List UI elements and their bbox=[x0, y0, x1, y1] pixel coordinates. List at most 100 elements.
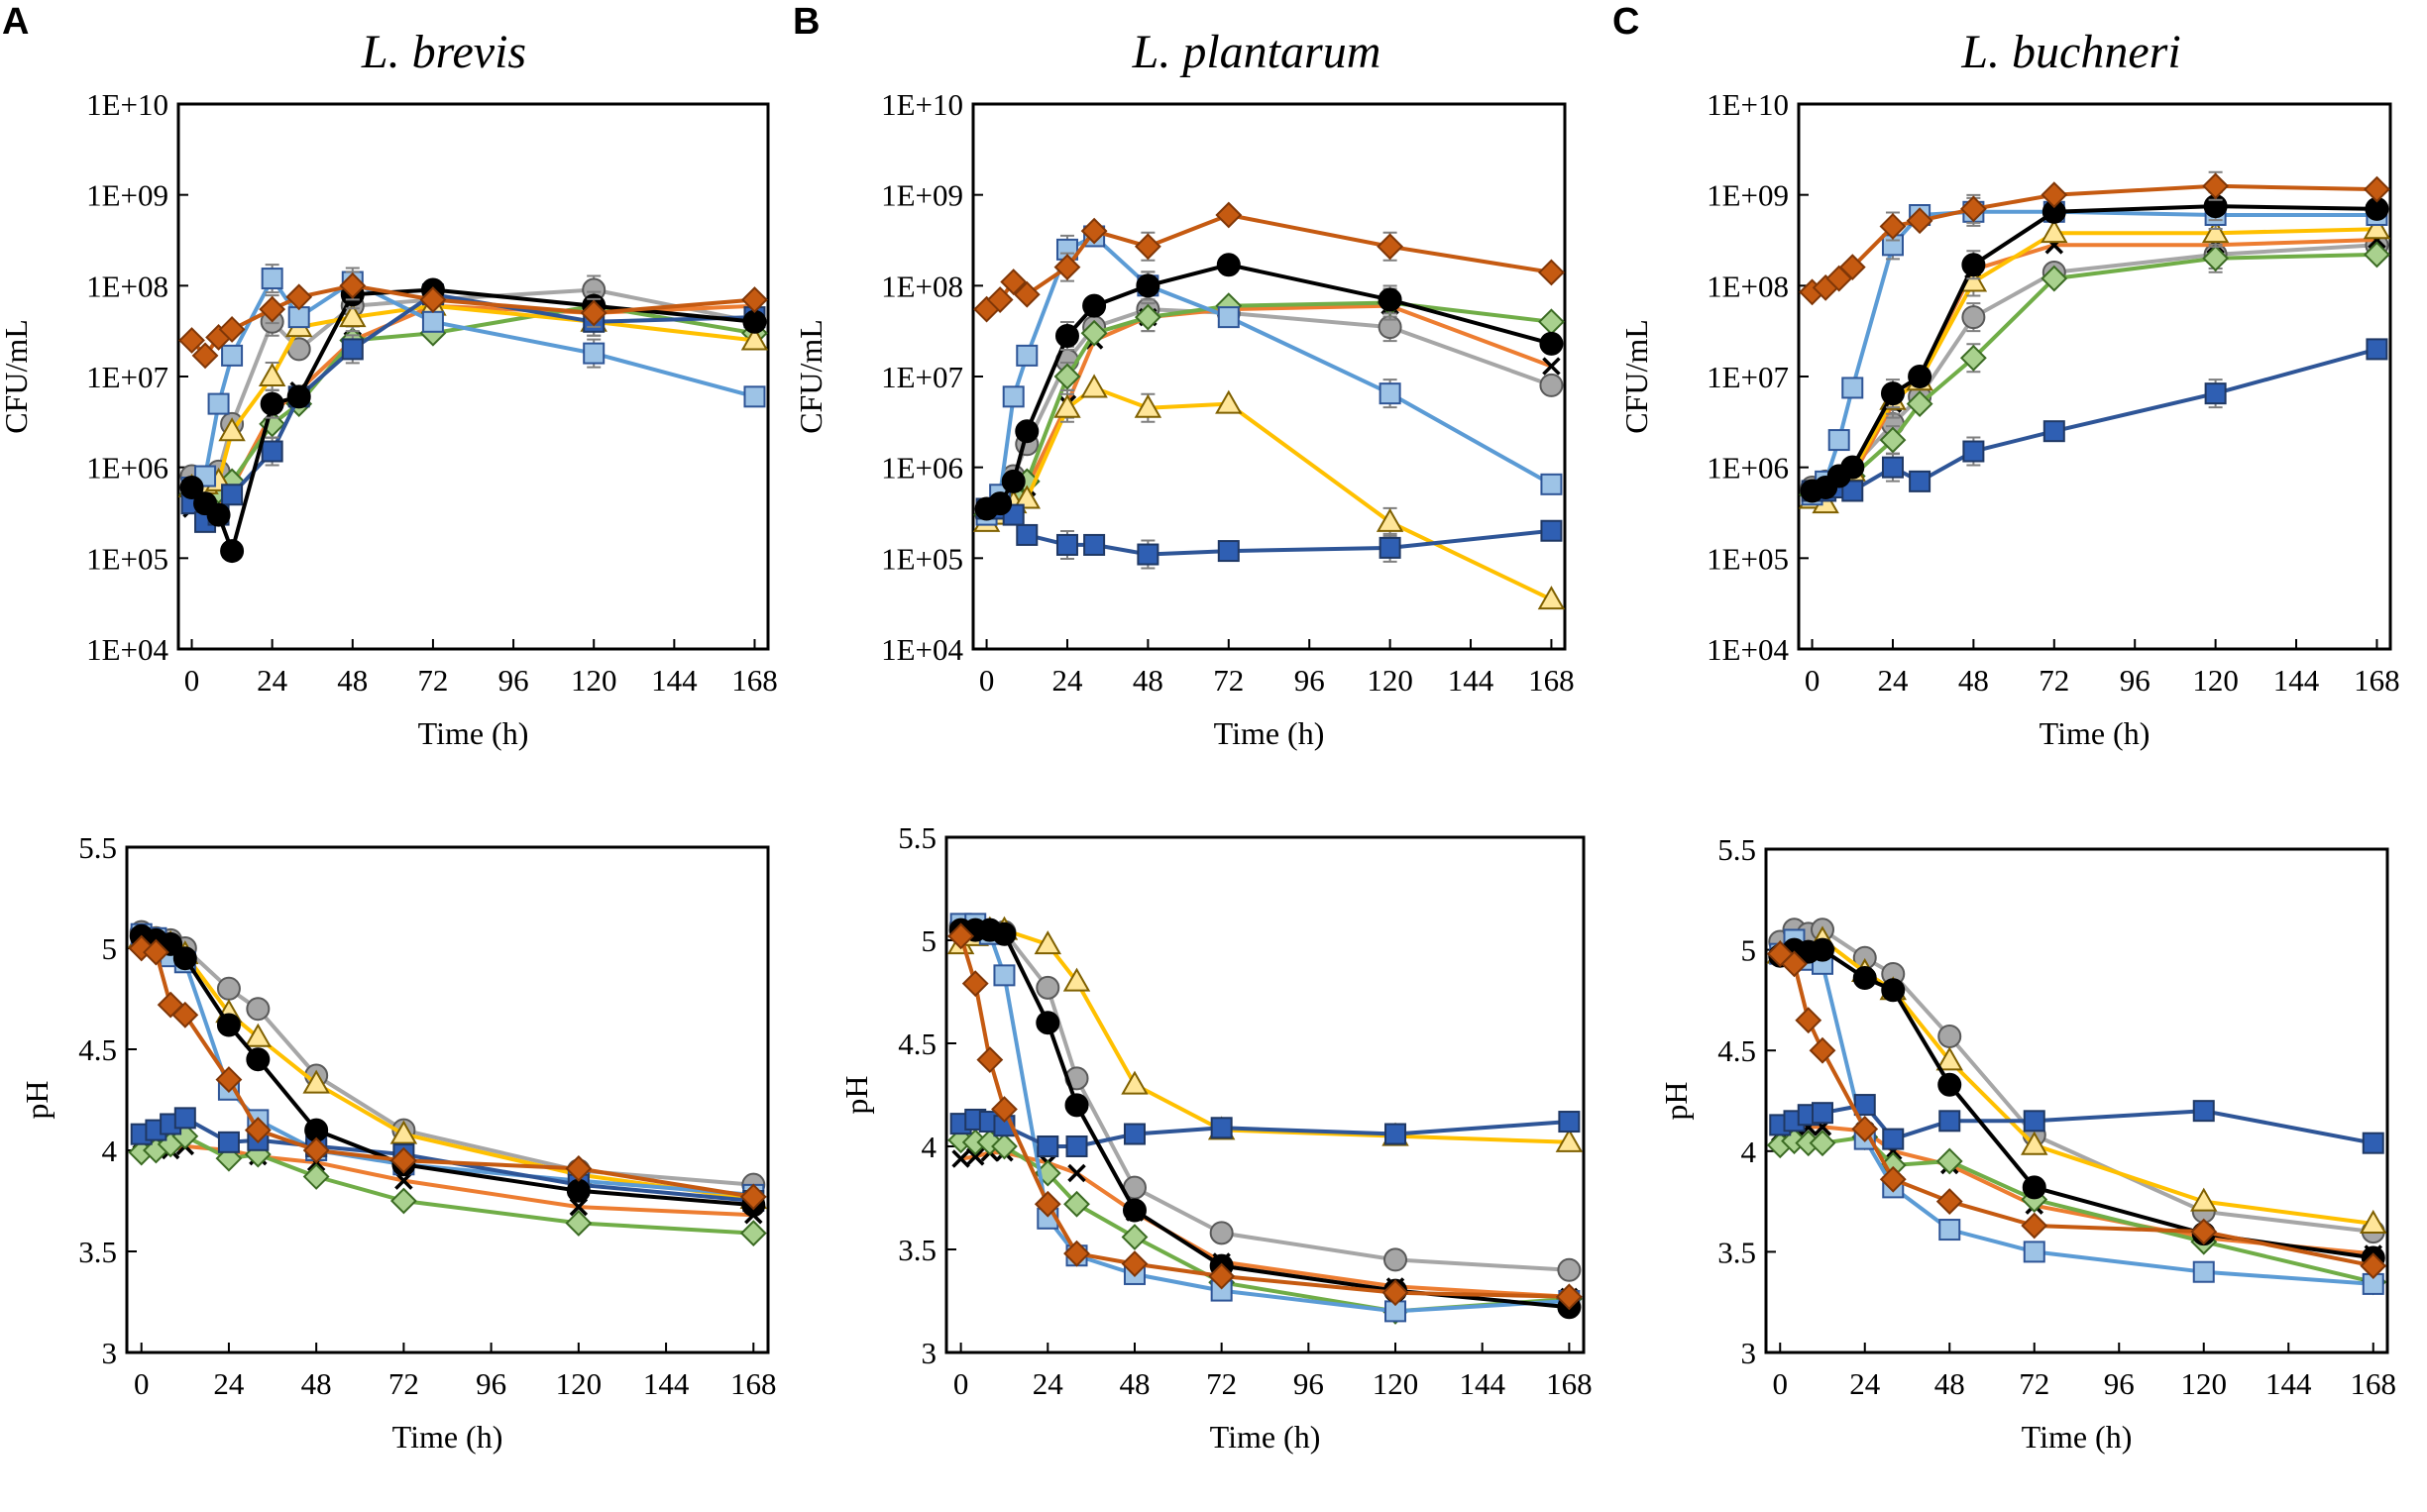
y-axis-label: CFU/mL bbox=[1618, 319, 1654, 434]
data-point-dark_blue bbox=[1037, 1135, 1059, 1157]
data-point-yellow bbox=[302, 1069, 330, 1094]
data-point-black bbox=[566, 1178, 591, 1203]
chart-title: L. brevis bbox=[361, 26, 526, 78]
chart-title: L. buchneri bbox=[1960, 26, 2180, 78]
data-point-light_blue bbox=[421, 310, 444, 333]
data-point-yellow bbox=[1034, 930, 1062, 955]
y-tick-label: 3.5 bbox=[78, 1235, 117, 1269]
panel-c-letter: C bbox=[1612, 1, 1639, 43]
x-tick-label: 120 bbox=[556, 1366, 603, 1401]
data-point-yellow bbox=[1935, 1046, 1963, 1071]
x-axis-label: Time (h) bbox=[2022, 1419, 2133, 1455]
chart-B-cfu: L. plantarum 0 24 48 72 96 120 144 168 1E+04 1E+05… bbox=[793, 26, 1575, 751]
data-point-brown bbox=[1208, 1262, 1236, 1290]
data-point-brown bbox=[419, 286, 447, 313]
x-tick-label: 0 bbox=[979, 663, 995, 698]
x-tick-label: 48 bbox=[1119, 1366, 1150, 1401]
data-point-green bbox=[1538, 308, 1565, 336]
data-point-yellow bbox=[389, 1120, 418, 1144]
data-point-gray bbox=[1383, 1247, 1408, 1272]
y-tick-label: 5 bbox=[1741, 933, 1757, 968]
y-axis-label: CFU/mL bbox=[793, 319, 828, 434]
data-point-brown bbox=[1781, 950, 1808, 978]
series-line-gray bbox=[1811, 243, 2377, 489]
y-tick-label: 1E+04 bbox=[86, 632, 168, 667]
x-tick-label: 72 bbox=[388, 1366, 419, 1401]
x-tick-label: 24 bbox=[213, 1366, 245, 1401]
data-point-brown bbox=[1381, 1279, 1409, 1307]
series-line-light_blue bbox=[1811, 209, 2377, 496]
data-point-brown bbox=[1879, 213, 1907, 240]
series-green bbox=[128, 1123, 767, 1247]
data-point-brown bbox=[1795, 1007, 1822, 1034]
x-tick-label: 96 bbox=[1294, 663, 1325, 698]
data-point-dark_blue bbox=[2042, 420, 2065, 443]
data-point-gray bbox=[1209, 1221, 1234, 1245]
data-point-dark_blue bbox=[217, 1131, 240, 1153]
chart-C-ph: 0 24 48 72 96 120 144 168 3 3.5 4 4.5 5 5.5 Time (h) pH bbox=[1658, 832, 2396, 1455]
data-point-brown bbox=[1034, 1190, 1061, 1218]
series-line-brown bbox=[1779, 952, 2374, 1268]
data-point-yellow bbox=[1062, 967, 1091, 992]
data-point-dark_blue bbox=[1841, 480, 1864, 502]
data-point-orange bbox=[951, 1149, 970, 1168]
y-tick-label: 1E+05 bbox=[881, 541, 963, 576]
data-point-brown bbox=[1935, 1188, 1963, 1216]
data-point-dark_blue bbox=[221, 484, 244, 506]
x-tick-label: 0 bbox=[1805, 663, 1820, 698]
data-point-yellow bbox=[2363, 215, 2391, 240]
x-tick-label: 144 bbox=[1459, 1366, 1505, 1401]
x-tick-label: 24 bbox=[1849, 1366, 1881, 1401]
data-point-brown bbox=[2360, 1252, 2387, 1280]
x-tick-label: 144 bbox=[1448, 663, 1494, 698]
x-tick-label: 48 bbox=[1934, 1366, 1965, 1401]
series-line-orange bbox=[960, 1150, 1570, 1299]
x-axis-label: Time (h) bbox=[1210, 1419, 1321, 1455]
data-point-dark_blue bbox=[1123, 1123, 1146, 1145]
data-point-black bbox=[220, 539, 245, 564]
y-tick-label: 1E+09 bbox=[86, 178, 168, 213]
data-point-yellow bbox=[2360, 1209, 2387, 1234]
data-point-brown bbox=[218, 316, 246, 343]
y-tick-label: 4.5 bbox=[78, 1032, 117, 1067]
data-point-black bbox=[1880, 381, 1905, 406]
data-point-dark_blue bbox=[1055, 533, 1078, 556]
data-point-yellow bbox=[2201, 219, 2230, 244]
plot-frame bbox=[944, 835, 1586, 1354]
data-point-dark_blue bbox=[1881, 456, 1904, 479]
data-point-yellow bbox=[258, 362, 286, 386]
data-point-yellow bbox=[1555, 1128, 1584, 1152]
x-tick-label: 72 bbox=[1213, 663, 1244, 698]
x-tick-label: 144 bbox=[2265, 1366, 2312, 1401]
data-point-yellow bbox=[339, 303, 367, 328]
data-point-black bbox=[742, 309, 767, 334]
y-tick-label: 1E+08 bbox=[86, 269, 168, 303]
data-point-brown bbox=[191, 342, 219, 370]
series-line-brown bbox=[189, 283, 755, 358]
data-point-dark_blue bbox=[2366, 338, 2388, 361]
panel-a-letter: A bbox=[2, 1, 29, 43]
data-point-brown bbox=[302, 1136, 330, 1164]
y-tick-label: 1E+08 bbox=[1707, 269, 1789, 303]
y-tick-label: 5 bbox=[102, 931, 118, 966]
data-point-dark_blue bbox=[1137, 543, 1159, 566]
data-point-yellow bbox=[2041, 219, 2068, 244]
x-tick-label: 96 bbox=[1293, 1366, 1324, 1401]
x-tick-label: 48 bbox=[1133, 663, 1163, 698]
data-point-brown bbox=[1121, 1250, 1149, 1277]
data-point-black bbox=[206, 502, 231, 527]
data-point-brown bbox=[1838, 254, 1866, 281]
data-point-brown bbox=[1215, 201, 1243, 229]
data-point-black bbox=[1054, 324, 1079, 349]
x-tick-label: 0 bbox=[184, 663, 200, 698]
data-point-green bbox=[1121, 1224, 1149, 1250]
y-tick-label: 5.5 bbox=[78, 830, 117, 865]
x-tick-label: 0 bbox=[1773, 1366, 1789, 1401]
x-tick-label: 96 bbox=[2120, 663, 2151, 698]
data-point-light_blue bbox=[583, 342, 606, 365]
data-point-orange bbox=[1542, 357, 1561, 376]
data-point-brown bbox=[1134, 233, 1161, 261]
data-point-dark_blue bbox=[1384, 1123, 1407, 1145]
series-line-light_blue bbox=[190, 276, 756, 489]
data-point-green bbox=[2202, 245, 2230, 272]
